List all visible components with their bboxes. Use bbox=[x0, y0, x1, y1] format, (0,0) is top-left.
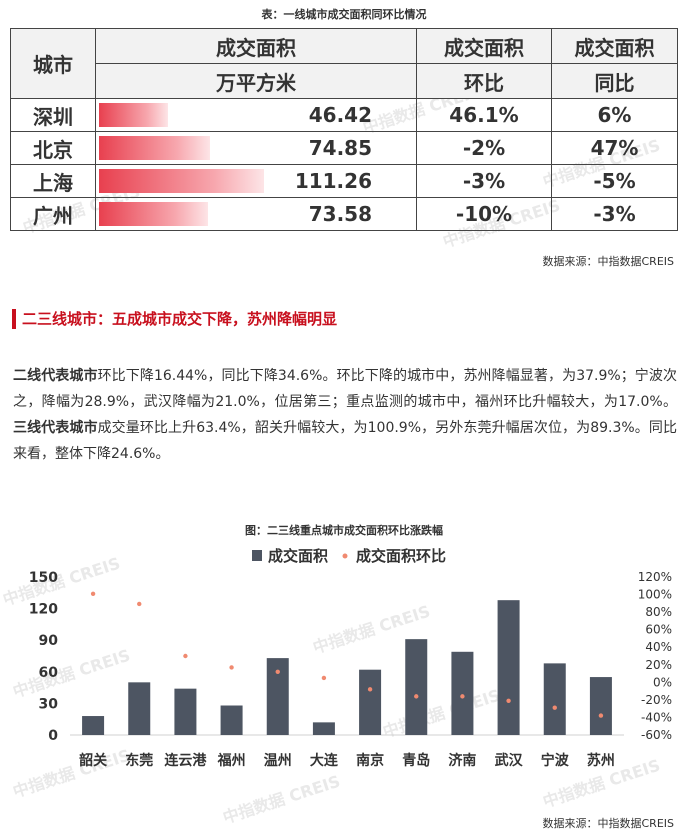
paragraph-bold-2: 三线代表城市 bbox=[13, 420, 98, 436]
right-tick-label: 120% bbox=[638, 570, 672, 584]
point-武汉 bbox=[506, 698, 511, 703]
x-tick-label: 武汉 bbox=[495, 752, 524, 769]
bar-大连 bbox=[312, 722, 335, 735]
row-area: 111.26 bbox=[256, 164, 417, 198]
paragraph-text-1: 环比下降16.44%，同比下降34.6%。环比下降的城市中，苏州降幅显著，为37… bbox=[13, 368, 677, 410]
row-city: 上海 bbox=[10, 164, 96, 198]
right-tick-label: -60% bbox=[641, 728, 672, 742]
x-tick-label: 青岛 bbox=[402, 752, 430, 769]
x-tick-label: 韶关 bbox=[79, 752, 107, 769]
bar-济南 bbox=[451, 651, 474, 735]
row-city: 深圳 bbox=[10, 98, 96, 132]
x-tick-label: 温州 bbox=[264, 753, 292, 769]
point-福州 bbox=[229, 665, 234, 670]
right-tick-label: 60% bbox=[645, 623, 672, 637]
table-row: 广州 73.58 -10% -3% bbox=[10, 197, 678, 231]
bar-苏州 bbox=[589, 677, 612, 735]
point-苏州 bbox=[598, 713, 604, 718]
left-tick-label: 30 bbox=[39, 696, 59, 712]
bar-东莞 bbox=[128, 682, 151, 735]
header-tb-line2: 同比 bbox=[551, 63, 678, 99]
row-city: 广州 bbox=[10, 197, 96, 231]
x-tick-label: 大连 bbox=[310, 752, 339, 769]
point-大连 bbox=[321, 675, 327, 681]
row-area-bar-cell bbox=[95, 98, 256, 132]
paragraph-text-2: 成交量环比上升63.4%，韶关升幅较大，为100.9%，另外东莞升幅居次位，为8… bbox=[13, 420, 677, 462]
legend-bar-swatch bbox=[252, 550, 262, 561]
right-tick-label: 80% bbox=[645, 605, 672, 619]
row-tb: -3% bbox=[551, 197, 678, 231]
x-tick-label: 济南 bbox=[448, 752, 476, 769]
left-tick-label: 150 bbox=[29, 570, 58, 586]
table-row: 上海 111.26 -3% -5% bbox=[10, 164, 678, 198]
point-南京 bbox=[367, 687, 373, 692]
right-tick-label: 0% bbox=[653, 675, 672, 689]
table-header-row: 城市 成交面积 成交面积 成交面积 bbox=[10, 28, 678, 99]
area-bar bbox=[99, 202, 209, 226]
bar-武汉 bbox=[497, 600, 520, 735]
bar-宁波 bbox=[543, 663, 566, 735]
right-tick-label: -40% bbox=[641, 710, 672, 724]
chart-source: 数据来源：中指数据CREIS bbox=[542, 817, 675, 830]
point-韶关 bbox=[90, 591, 96, 596]
bar-连云港 bbox=[174, 688, 197, 735]
area-bar bbox=[99, 103, 168, 127]
row-hb: -10% bbox=[416, 197, 552, 231]
point-青岛 bbox=[414, 694, 419, 699]
header-tb-line1: 成交面积 bbox=[551, 28, 678, 64]
point-东莞 bbox=[137, 601, 142, 607]
point-济南 bbox=[460, 694, 465, 699]
point-温州 bbox=[275, 669, 280, 674]
chart-title: 图：二三线重点城市成交面积环比涨跌幅 bbox=[245, 524, 443, 537]
section-heading: 二三线城市：五成城市成交下降，苏州降幅明显 bbox=[12, 309, 337, 329]
row-area-bar-cell bbox=[95, 164, 264, 198]
x-tick-label: 苏州 bbox=[587, 752, 615, 769]
row-hb: -2% bbox=[416, 131, 552, 165]
row-tb: 6% bbox=[551, 98, 678, 132]
bar-青岛 bbox=[405, 639, 428, 735]
x-tick-label: 东莞 bbox=[125, 752, 153, 769]
left-tick-label: 60 bbox=[39, 665, 59, 681]
point-宁波 bbox=[552, 705, 557, 710]
area-bar bbox=[99, 136, 210, 160]
left-tick-label: 120 bbox=[29, 602, 58, 618]
legend-point-swatch bbox=[342, 553, 348, 559]
row-tb: 47% bbox=[551, 131, 678, 165]
right-tick-label: 40% bbox=[645, 640, 672, 654]
header-hb-line1: 成交面积 bbox=[416, 28, 552, 64]
row-area-bar-cell bbox=[95, 197, 256, 231]
row-area-bar-cell bbox=[95, 131, 256, 165]
x-tick-label: 南京 bbox=[356, 752, 384, 769]
right-tick-label: 100% bbox=[638, 588, 672, 602]
x-tick-label: 福州 bbox=[217, 752, 246, 769]
analysis-paragraph: 二线代表城市环比下降16.44%，同比下降34.6%。环比下降的城市中，苏州降幅… bbox=[13, 363, 677, 467]
right-tick-label: -20% bbox=[641, 693, 672, 707]
point-连云港 bbox=[183, 653, 188, 659]
x-tick-label: 连云港 bbox=[164, 752, 207, 769]
right-tick-label: 20% bbox=[645, 658, 672, 672]
first-tier-table: 城市 成交面积 成交面积 成交面积 万平方米 环比 同比 深圳 46.42 46.1… bbox=[10, 28, 678, 231]
table-row: 北京 74.85 -2% 47% bbox=[10, 131, 678, 165]
table-title: 表：一线城市成交面积同环比情况 bbox=[261, 8, 427, 21]
legend-point-label: 成交面积环比 bbox=[356, 547, 446, 565]
row-area: 73.58 bbox=[256, 197, 417, 231]
left-tick-label: 0 bbox=[48, 728, 58, 744]
bar-韶关 bbox=[82, 716, 105, 735]
bar-福州 bbox=[220, 705, 243, 735]
bar-温州 bbox=[266, 658, 289, 735]
row-area: 74.85 bbox=[256, 131, 417, 165]
table-source: 数据来源：中指数据CREIS bbox=[542, 255, 675, 268]
left-tick-label: 90 bbox=[39, 633, 59, 649]
legend-bar-label: 成交面积 bbox=[268, 547, 328, 565]
header-hb-line2: 环比 bbox=[416, 63, 552, 99]
area-bar bbox=[99, 169, 264, 193]
x-tick-label: 宁波 bbox=[541, 752, 570, 769]
header-area-line1: 成交面积 bbox=[95, 28, 417, 64]
row-area: 46.42 bbox=[256, 98, 417, 132]
paragraph-bold-1: 二线代表城市 bbox=[13, 368, 98, 384]
table-row: 深圳 46.42 46.1% 6% bbox=[10, 98, 678, 132]
bar-南京 bbox=[359, 669, 382, 735]
